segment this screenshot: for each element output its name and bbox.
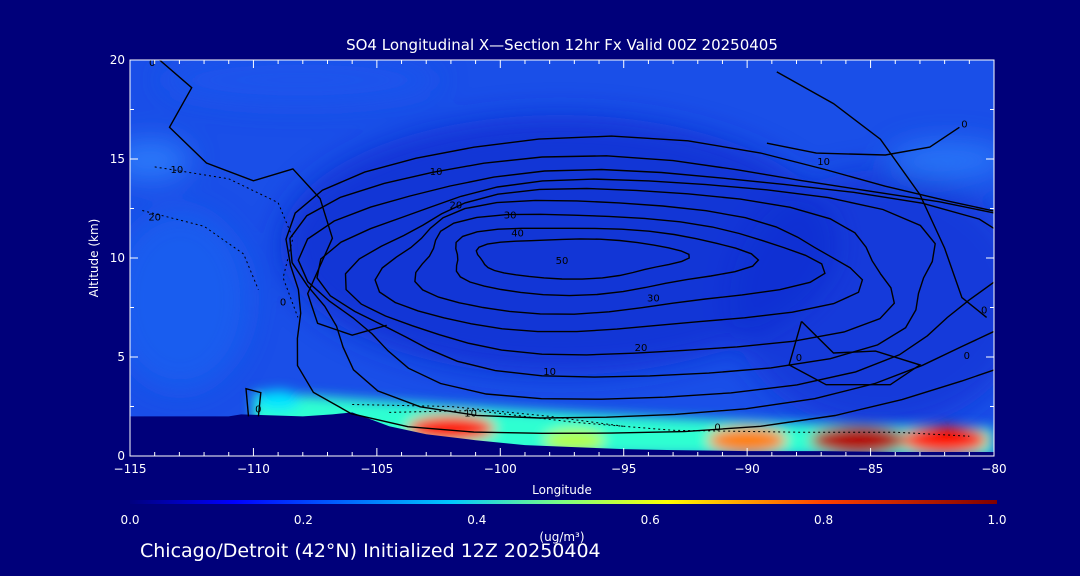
colorbar-label: (ug/m³) xyxy=(539,530,584,544)
concentration-hotspot xyxy=(708,427,787,453)
colorbar-ticks: 0.0 0.2 0.4 0.6 0.8 1.0 xyxy=(120,513,1006,527)
colorbar-tick-label: 0.4 xyxy=(467,513,486,527)
colorbar-tick-label: 0.2 xyxy=(294,513,313,527)
colorbar-tick-label: 0.0 xyxy=(120,513,139,527)
contour-label: 50 xyxy=(556,256,569,267)
colorbar: 0.0 0.2 0.4 0.6 0.8 1.0 (ug/m³) xyxy=(120,500,1007,544)
x-tick-label: −80 xyxy=(981,462,1006,476)
contour-label: 10 xyxy=(464,408,477,419)
contour-line-dotted xyxy=(154,166,299,318)
contour-line-dotted xyxy=(142,210,259,290)
chart-title: SO4 Longitudinal X—Section 12hr Fx Valid… xyxy=(346,36,778,54)
contour-line xyxy=(316,178,936,378)
x-tick-label: −115 xyxy=(114,462,147,476)
contour-line xyxy=(374,199,864,333)
contour-label: 10 xyxy=(430,167,443,178)
contour-label: 0 xyxy=(796,353,802,364)
contour-label: 20 xyxy=(449,201,462,212)
contour-line xyxy=(245,387,262,417)
colorbar-tick-label: 1.0 xyxy=(987,513,1006,527)
colorbar-tick-label: 0.8 xyxy=(814,513,833,527)
contour-line xyxy=(776,71,988,318)
contour-line xyxy=(159,60,387,336)
contour-label: 10 xyxy=(543,367,556,378)
colorbar-gradient xyxy=(130,500,997,504)
x-tick-label: −100 xyxy=(484,462,517,476)
y-tick-label: 5 xyxy=(117,350,125,364)
contour-label: 0 xyxy=(964,351,970,362)
forecast-caption: Chicago/Detroit (42°N) Initialized 12Z 2… xyxy=(140,540,601,562)
colorbar-tick-label: 0.6 xyxy=(641,513,660,527)
contour-label: 0 xyxy=(280,298,286,309)
contour-line-dotted xyxy=(389,409,970,437)
contour-label: 20 xyxy=(148,212,161,223)
y-tick-label: 10 xyxy=(110,251,125,265)
contour-line xyxy=(475,238,690,280)
contour-label: 0 xyxy=(981,305,987,316)
contour-label: 40 xyxy=(511,228,524,239)
x-tick-label: −90 xyxy=(734,462,759,476)
contour-line-dotted xyxy=(352,404,624,427)
contour-label: 30 xyxy=(504,210,517,221)
contour-line xyxy=(297,168,994,400)
contour-label: 30 xyxy=(647,294,660,305)
x-axis: −115 −110 −105 −100 −95 −90 −85 −80 xyxy=(114,60,1007,476)
concentration-hotspot xyxy=(901,427,989,454)
terrain-mask xyxy=(130,412,994,456)
plot-area: 0 10 20 0 0 10 20 30 40 50 30 20 10 10 0 10 0 0 0 0 xyxy=(130,58,994,456)
contour-line xyxy=(285,135,994,435)
contour-label: 10 xyxy=(171,165,184,176)
contour-label: 0 xyxy=(149,58,155,69)
contour-labels: 0 10 20 0 0 10 20 30 40 50 30 20 10 10 0 10 0 0 0 0 xyxy=(148,58,987,433)
contour-label: 0 xyxy=(961,119,967,130)
y-tick-label: 15 xyxy=(110,152,125,166)
contour-line xyxy=(289,155,994,419)
concentration-hotspot xyxy=(810,426,907,454)
contour-label: 0 xyxy=(255,404,261,415)
concentration-hotspot xyxy=(544,428,605,452)
y-axis: 0 5 10 15 20 xyxy=(110,53,994,463)
x-tick-label: −85 xyxy=(858,462,883,476)
x-axis-label: Longitude xyxy=(532,483,592,497)
contour-label: 20 xyxy=(635,343,648,354)
y-tick-label: 20 xyxy=(110,53,125,67)
contour-label: 10 xyxy=(817,157,830,168)
x-tick-label: −95 xyxy=(611,462,636,476)
contour-line xyxy=(788,320,922,386)
x-tick-label: −105 xyxy=(360,462,393,476)
contour-label: 0 xyxy=(714,422,720,433)
contour-line xyxy=(766,126,960,156)
contour-line xyxy=(344,187,896,356)
x-tick-label: −110 xyxy=(237,462,270,476)
contour-layer xyxy=(142,60,994,437)
contour-line xyxy=(414,213,826,315)
y-axis-label: Altitude (km) xyxy=(87,219,101,298)
contour-line xyxy=(455,227,760,297)
y-tick-label: 0 xyxy=(117,449,125,463)
concentration-hotspot xyxy=(256,390,300,411)
